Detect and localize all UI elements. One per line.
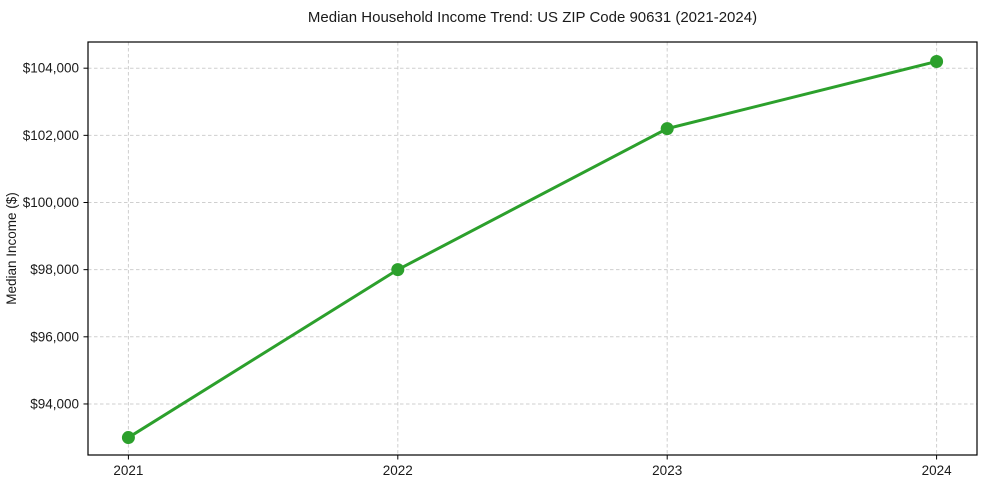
trend-line [126,59,939,440]
x-tick-label: 2023 [652,463,682,478]
y-tick-label: $102,000 [23,128,79,143]
x-tick-label: 2021 [113,463,143,478]
y-tick-label: $104,000 [23,61,79,76]
y-tick-label: $94,000 [30,396,79,411]
y-tick-label: $98,000 [30,262,79,277]
y-tick-label: $96,000 [30,329,79,344]
data-point [660,122,674,136]
data-point [121,431,135,445]
x-tick-label: 2024 [922,463,953,478]
chart-title: Median Household Income Trend: US ZIP Co… [308,9,757,26]
x-tick-label: 2022 [383,463,413,478]
plot-border [87,41,978,456]
y-axis-label: Median Income ($) [4,192,19,305]
y-tick-label: $100,000 [23,195,79,210]
data-point [391,263,405,277]
data-point [930,54,944,68]
